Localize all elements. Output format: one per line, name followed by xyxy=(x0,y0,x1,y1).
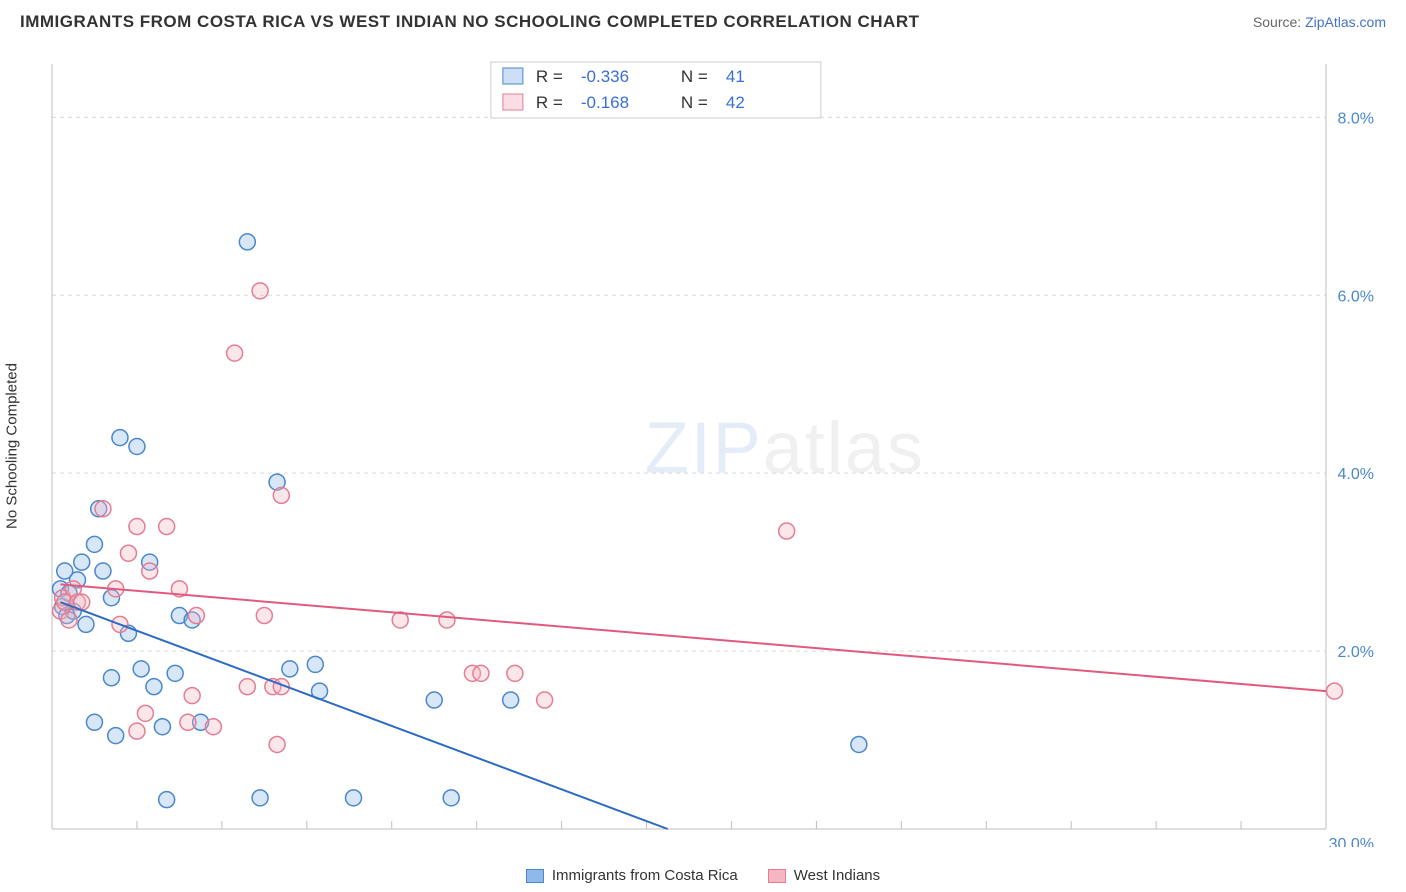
data-point-costarica xyxy=(159,792,175,808)
data-point-westindian xyxy=(188,608,204,624)
data-point-westindian xyxy=(1326,683,1342,699)
trendline-westindian xyxy=(60,584,1326,691)
data-point-costarica xyxy=(103,670,119,686)
data-point-westindian xyxy=(779,523,795,539)
data-point-costarica xyxy=(108,728,124,744)
chart-header: IMMIGRANTS FROM COSTA RICA VS WEST INDIA… xyxy=(20,12,1386,32)
legend-item-westindian: West Indians xyxy=(768,867,880,884)
scatter-chart: ZIPatlas2.0%4.0%6.0%8.0%0.0%30.0%R =-0.3… xyxy=(50,50,1386,847)
svg-text:42: 42 xyxy=(726,93,745,112)
data-point-westindian xyxy=(473,665,489,681)
data-point-costarica xyxy=(86,714,102,730)
svg-text:ZIPatlas: ZIPatlas xyxy=(645,408,925,488)
data-point-costarica xyxy=(252,790,268,806)
svg-text:R =: R = xyxy=(536,93,563,112)
svg-text:N =: N = xyxy=(681,67,708,86)
data-point-westindian xyxy=(273,487,289,503)
data-point-westindian xyxy=(507,665,523,681)
source-link[interactable]: ZipAtlas.com xyxy=(1305,14,1386,30)
data-point-costarica xyxy=(74,554,90,570)
svg-text:N =: N = xyxy=(681,93,708,112)
data-point-westindian xyxy=(439,612,455,628)
data-point-westindian xyxy=(180,714,196,730)
data-point-costarica xyxy=(503,692,519,708)
svg-text:-0.168: -0.168 xyxy=(581,93,629,112)
stats-swatch-costarica xyxy=(503,68,523,84)
svg-text:41: 41 xyxy=(726,67,745,86)
y-tick-label: 4.0% xyxy=(1338,466,1374,483)
y-axis-label: No Schooling Completed xyxy=(4,363,21,529)
y-tick-label: 8.0% xyxy=(1338,110,1374,127)
data-point-costarica xyxy=(307,656,323,672)
stats-swatch-westindian xyxy=(503,94,523,110)
data-point-westindian xyxy=(227,345,243,361)
data-point-costarica xyxy=(95,563,111,579)
data-point-westindian xyxy=(269,736,285,752)
data-point-westindian xyxy=(142,563,158,579)
x-tick-label: 30.0% xyxy=(1329,836,1374,847)
data-point-costarica xyxy=(282,661,298,677)
data-point-costarica xyxy=(78,616,94,632)
svg-text:R =: R = xyxy=(536,67,563,86)
data-point-westindian xyxy=(205,719,221,735)
legend-label-westindian: West Indians xyxy=(794,867,880,884)
source-label: Source: xyxy=(1253,14,1301,30)
bottom-legend: Immigrants from Costa Rica West Indians xyxy=(0,867,1406,884)
data-point-costarica xyxy=(426,692,442,708)
data-point-westindian xyxy=(95,501,111,517)
data-point-costarica xyxy=(133,661,149,677)
data-point-costarica xyxy=(851,736,867,752)
data-point-westindian xyxy=(537,692,553,708)
data-point-westindian xyxy=(120,545,136,561)
chart-title: IMMIGRANTS FROM COSTA RICA VS WEST INDIA… xyxy=(20,12,919,32)
data-point-westindian xyxy=(252,283,268,299)
y-tick-label: 2.0% xyxy=(1338,644,1374,661)
data-point-westindian xyxy=(184,688,200,704)
data-point-costarica xyxy=(167,665,183,681)
legend-swatch-pink xyxy=(768,869,786,883)
data-point-costarica xyxy=(112,430,128,446)
data-point-costarica xyxy=(86,536,102,552)
data-point-westindian xyxy=(61,612,77,628)
y-tick-label: 6.0% xyxy=(1338,288,1374,305)
data-point-westindian xyxy=(256,608,272,624)
data-point-westindian xyxy=(129,723,145,739)
svg-text:-0.336: -0.336 xyxy=(581,67,629,86)
source-attribution: Source: ZipAtlas.com xyxy=(1253,14,1386,30)
legend-label-costarica: Immigrants from Costa Rica xyxy=(552,867,738,884)
data-point-westindian xyxy=(239,679,255,695)
legend-swatch-blue xyxy=(526,869,544,883)
data-point-costarica xyxy=(154,719,170,735)
chart-area: ZIPatlas2.0%4.0%6.0%8.0%0.0%30.0%R =-0.3… xyxy=(50,50,1386,847)
data-point-westindian xyxy=(137,705,153,721)
data-point-costarica xyxy=(346,790,362,806)
data-point-costarica xyxy=(146,679,162,695)
data-point-westindian xyxy=(159,519,175,535)
data-point-costarica xyxy=(129,439,145,455)
data-point-costarica xyxy=(239,234,255,250)
data-point-costarica xyxy=(443,790,459,806)
legend-item-costarica: Immigrants from Costa Rica xyxy=(526,867,738,884)
data-point-westindian xyxy=(129,519,145,535)
